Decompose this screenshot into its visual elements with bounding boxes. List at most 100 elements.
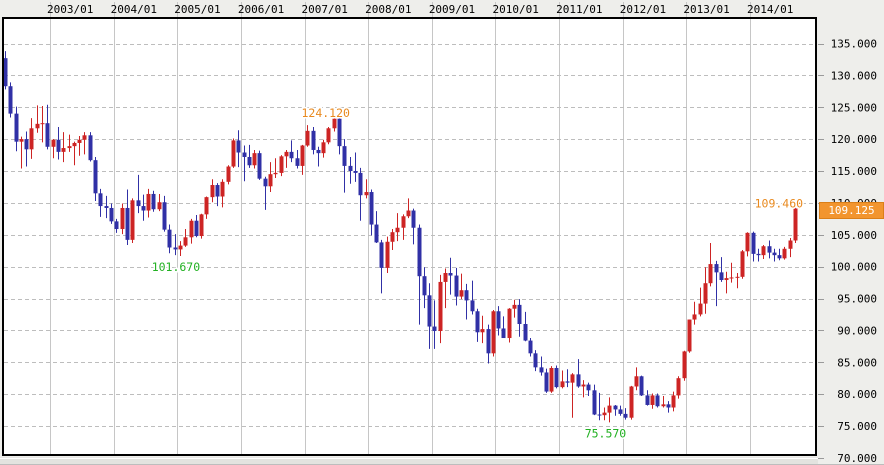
candle[interactable] xyxy=(358,167,363,221)
candle[interactable] xyxy=(51,139,56,159)
candle[interactable] xyxy=(470,280,475,315)
candle[interactable] xyxy=(342,139,347,193)
candle[interactable] xyxy=(220,179,225,208)
candle[interactable] xyxy=(247,144,252,168)
candle[interactable] xyxy=(443,268,448,309)
candle[interactable] xyxy=(607,397,612,423)
candle[interactable] xyxy=(464,283,469,320)
candle[interactable] xyxy=(565,369,570,388)
candle[interactable] xyxy=(687,319,692,353)
candle[interactable] xyxy=(623,408,628,420)
candle[interactable] xyxy=(517,299,522,337)
candle[interactable] xyxy=(88,132,93,162)
candle[interactable] xyxy=(24,131,29,167)
candle[interactable] xyxy=(581,380,586,398)
candle[interactable] xyxy=(141,194,146,221)
candle[interactable] xyxy=(284,149,289,168)
candle[interactable] xyxy=(379,239,384,294)
candle[interactable] xyxy=(719,257,724,282)
candle[interactable] xyxy=(316,146,321,167)
candle[interactable] xyxy=(639,375,644,397)
candle[interactable] xyxy=(570,373,575,418)
candle[interactable] xyxy=(157,193,162,212)
candle[interactable] xyxy=(406,198,411,219)
candle[interactable] xyxy=(8,82,13,118)
candle[interactable] xyxy=(295,149,300,169)
candle[interactable] xyxy=(756,248,761,262)
candle[interactable] xyxy=(289,140,294,163)
candle[interactable] xyxy=(714,260,719,307)
candle[interactable] xyxy=(767,240,772,259)
candle[interactable] xyxy=(14,106,19,152)
candle[interactable] xyxy=(130,198,135,244)
candle[interactable] xyxy=(618,405,623,416)
candle[interactable] xyxy=(61,132,66,163)
candle[interactable] xyxy=(539,356,544,376)
candle[interactable] xyxy=(459,273,464,300)
candle[interactable] xyxy=(104,195,109,219)
candle[interactable] xyxy=(337,115,342,155)
candle[interactable] xyxy=(114,218,119,233)
candle[interactable] xyxy=(242,145,247,182)
candle[interactable] xyxy=(204,196,209,219)
candle[interactable] xyxy=(210,179,215,203)
candle[interactable] xyxy=(257,150,262,180)
candle[interactable] xyxy=(666,401,671,413)
candle[interactable] xyxy=(602,407,607,421)
candle[interactable] xyxy=(528,338,533,357)
candle[interactable] xyxy=(173,234,178,256)
candle[interactable] xyxy=(533,350,538,372)
candle[interactable] xyxy=(740,250,745,279)
candle[interactable] xyxy=(793,206,798,244)
candle[interactable] xyxy=(549,366,554,393)
candle[interactable] xyxy=(125,189,130,245)
candle[interactable] xyxy=(279,155,284,177)
candle[interactable] xyxy=(109,203,114,224)
candle[interactable] xyxy=(671,391,676,412)
candle[interactable] xyxy=(655,393,660,408)
candle[interactable] xyxy=(321,139,326,158)
candle[interactable] xyxy=(263,176,268,210)
candle[interactable] xyxy=(374,211,379,244)
candle[interactable] xyxy=(560,370,565,389)
candle[interactable] xyxy=(56,127,61,160)
candle[interactable] xyxy=(448,257,453,295)
candle[interactable] xyxy=(136,174,141,214)
candle[interactable] xyxy=(305,125,310,147)
candle[interactable] xyxy=(480,315,485,344)
candle[interactable] xyxy=(226,165,231,185)
candle[interactable] xyxy=(777,248,782,261)
candle[interactable] xyxy=(422,267,427,309)
candle[interactable] xyxy=(332,112,337,132)
candle[interactable] xyxy=(782,246,787,260)
candle[interactable] xyxy=(661,396,666,408)
candle[interactable] xyxy=(475,308,480,342)
candle[interactable] xyxy=(72,141,77,166)
candle[interactable] xyxy=(491,309,496,357)
candle[interactable] xyxy=(788,237,793,258)
candle[interactable] xyxy=(273,158,278,179)
candle[interactable] xyxy=(401,214,406,240)
candle[interactable] xyxy=(496,306,501,336)
candle[interactable] xyxy=(199,213,204,239)
candle[interactable] xyxy=(544,368,549,393)
candle[interactable] xyxy=(751,231,756,262)
candle[interactable] xyxy=(252,149,257,169)
candle[interactable] xyxy=(300,144,305,175)
candle[interactable] xyxy=(353,152,358,182)
candle[interactable] xyxy=(151,190,156,212)
candle[interactable] xyxy=(4,51,8,90)
candle[interactable] xyxy=(162,195,167,232)
candle[interactable] xyxy=(98,188,103,217)
candle[interactable] xyxy=(576,359,581,388)
candle[interactable] xyxy=(93,156,98,201)
candle[interactable] xyxy=(395,213,400,242)
candle[interactable] xyxy=(597,392,602,421)
candle[interactable] xyxy=(772,248,777,262)
candle[interactable] xyxy=(348,156,353,184)
candle[interactable] xyxy=(19,136,24,169)
candle[interactable] xyxy=(724,271,729,294)
candle[interactable] xyxy=(454,267,459,306)
candle[interactable] xyxy=(364,179,369,199)
